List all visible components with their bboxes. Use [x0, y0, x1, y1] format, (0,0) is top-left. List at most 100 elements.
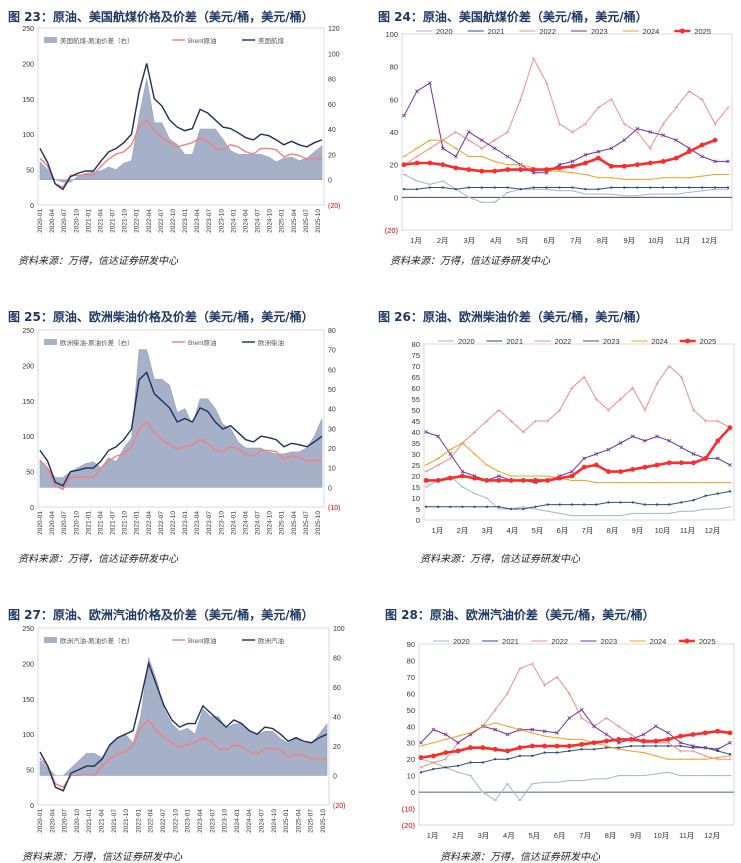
y-tick-left-label: 100 — [22, 434, 34, 441]
point-2025 — [455, 748, 461, 754]
point-2021 — [532, 186, 535, 189]
point-2022: + — [521, 430, 525, 437]
series-2023-line — [425, 431, 731, 484]
point-2023 — [641, 732, 646, 737]
point-2023 — [531, 170, 536, 175]
point-2022: + — [570, 130, 574, 137]
point-2025 — [616, 737, 622, 742]
x-tick-label: 2022-04 — [148, 809, 155, 833]
point-2021 — [545, 186, 548, 189]
point-2025 — [508, 478, 514, 483]
x-tick-label: 2021-04 — [99, 809, 106, 833]
point-2025 — [484, 478, 490, 483]
x-tick-label: 2024-07 — [255, 511, 262, 535]
point-2021 — [469, 761, 472, 764]
series-2023-line — [420, 709, 731, 750]
legend-label-2023: 2023 — [601, 637, 618, 646]
point-2021 — [713, 186, 717, 189]
point-2021 — [428, 186, 432, 189]
x-tick-label: 2021-10 — [122, 511, 129, 535]
point-2023 — [622, 138, 627, 143]
y-tick-right-label: 20 — [328, 446, 336, 453]
x-tick-label: 10月 — [653, 831, 669, 840]
x-tick-label: 2023-01 — [182, 209, 189, 233]
x-tick-label: 2023-07 — [206, 209, 213, 233]
x-tick-label: 7月 — [570, 236, 582, 245]
plot-frame — [401, 33, 733, 231]
series-2022-line — [425, 365, 731, 473]
point-2023 — [713, 159, 717, 164]
point-2025 — [418, 755, 424, 760]
point-2022: + — [519, 97, 523, 104]
y-tick-label: 80 — [390, 63, 398, 72]
x-tick-label: 2025-07 — [308, 809, 315, 833]
point-2022: + — [509, 419, 513, 426]
x-tick-label: 2025-01 — [279, 511, 286, 535]
x-tick-label: 2021-07 — [110, 511, 117, 535]
point-2022: + — [580, 716, 584, 723]
point-2025 — [703, 456, 709, 461]
point-2023 — [691, 744, 695, 748]
panel-24-title: 图 24：原油、美国航煤价差（美元/桶，美元/桶） — [378, 10, 648, 24]
point-2021 — [619, 501, 622, 504]
x-tick-label: 2020-04 — [49, 209, 56, 233]
point-2021 — [580, 748, 583, 751]
x-tick-label: 2023-01 — [182, 511, 189, 535]
point-2022: + — [716, 757, 720, 764]
point-2021 — [424, 505, 428, 508]
point-2022: + — [679, 748, 683, 755]
point-2025 — [727, 730, 733, 736]
point-2025 — [401, 162, 407, 168]
point-2025 — [618, 469, 623, 474]
point-2025 — [606, 469, 611, 474]
x-tick-label: 12月 — [704, 831, 720, 840]
x-tick-label: 2025-01 — [279, 209, 286, 233]
point-2025 — [542, 743, 547, 749]
y-tick-right-label: 40 — [328, 407, 336, 414]
series-2020-line — [403, 174, 728, 203]
point-2025 — [423, 478, 429, 483]
y-tick-right-label: 80 — [328, 77, 336, 84]
point-2025 — [641, 738, 646, 744]
x-tick-label: 2023-04 — [194, 511, 201, 535]
x-tick-label: 2023-04 — [194, 209, 201, 233]
x-tick-label: 5月 — [532, 526, 544, 535]
point-2022: + — [493, 138, 497, 145]
point-2022: + — [485, 419, 489, 426]
chart-24: (20) 0 20 40 60 80 100 1月 2月 3月 4月 5月 6月 7月 8月 9月 10月 11月… — [385, 27, 733, 245]
legend-label-2022: 2022 — [551, 637, 568, 646]
y-tick-label: 20 — [390, 161, 398, 170]
y-tick-right-label: 120 — [328, 26, 340, 33]
point-2025 — [673, 155, 679, 161]
x-tick-label: 2020-07 — [62, 809, 69, 833]
point-2021 — [700, 186, 704, 189]
y-tick-label: 40 — [412, 428, 420, 437]
point-2022: + — [654, 740, 658, 747]
point-2025 — [566, 743, 572, 749]
point-2023 — [635, 126, 640, 131]
point-2021 — [473, 505, 476, 508]
series-2024-line — [425, 442, 730, 484]
legend-label-2024: 2024 — [650, 637, 667, 646]
x-tick-label: 2025-01 — [283, 809, 290, 833]
x-tick-label: 8月 — [597, 236, 609, 245]
point-2023 — [505, 154, 510, 159]
point-2022: + — [655, 381, 659, 388]
point-2025 — [581, 464, 587, 470]
y-tick-left-label: 150 — [22, 697, 34, 704]
point-2023 — [594, 452, 599, 456]
x-tick-label: 5月 — [517, 236, 529, 245]
point-2021 — [415, 187, 419, 191]
point-2023 — [570, 469, 574, 474]
legend-swatch-spread — [44, 37, 57, 43]
x-tick-label: 8月 — [605, 831, 617, 840]
x-tick-label: 3月 — [478, 831, 490, 840]
point-2023 — [505, 732, 510, 737]
x-tick-label: 2024-01 — [230, 209, 237, 233]
point-2021 — [480, 186, 483, 189]
y-tick-right-label: 10 — [328, 466, 336, 473]
legend-label-2023: 2023 — [591, 27, 608, 36]
legend-label-2024: 2024 — [643, 27, 660, 36]
point-2025 — [596, 155, 601, 161]
point-2025 — [678, 733, 683, 739]
